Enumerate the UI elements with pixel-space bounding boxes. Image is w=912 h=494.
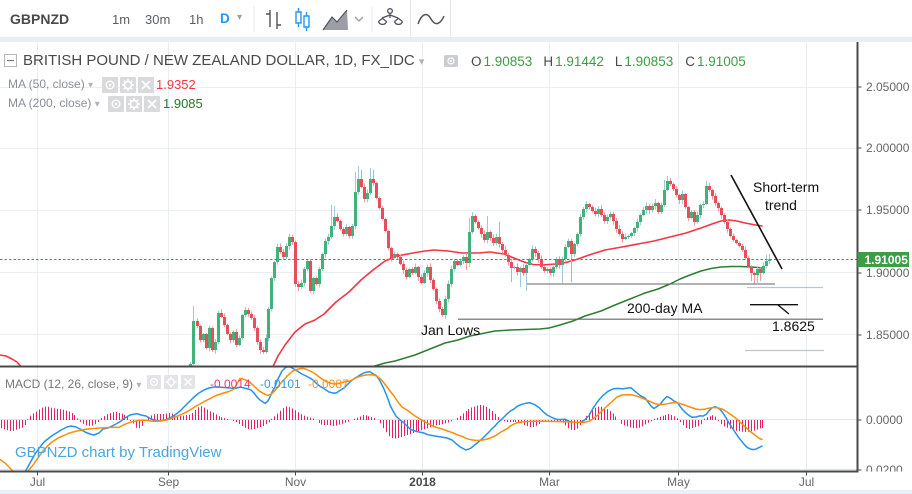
svg-text:Nov: Nov <box>285 475 306 489</box>
svg-text:0.0000: 0.0000 <box>866 413 903 427</box>
svg-text:Jul: Jul <box>30 475 45 489</box>
svg-text:0.0200: 0.0200 <box>866 463 903 477</box>
svg-text:2.00000: 2.00000 <box>866 141 910 155</box>
svg-text:1.91005: 1.91005 <box>865 253 909 267</box>
svg-text:Jul: Jul <box>799 475 814 489</box>
svg-text:2.05000: 2.05000 <box>866 80 910 94</box>
svg-text:2018: 2018 <box>409 475 436 489</box>
svg-text:Sep: Sep <box>158 475 180 489</box>
svg-text:1.90000: 1.90000 <box>866 266 910 280</box>
svg-text:May: May <box>667 475 690 489</box>
svg-text:Mar: Mar <box>539 475 560 489</box>
svg-text:1.95000: 1.95000 <box>866 203 910 217</box>
svg-text:1.85000: 1.85000 <box>866 328 910 342</box>
